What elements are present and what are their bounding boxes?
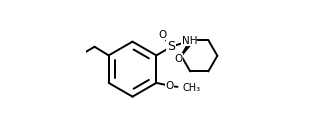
Text: O: O <box>165 81 174 91</box>
Text: CH₃: CH₃ <box>182 83 200 93</box>
Text: O: O <box>174 54 182 63</box>
Text: NH: NH <box>181 36 197 46</box>
Text: O: O <box>158 30 167 40</box>
Text: S: S <box>167 40 175 53</box>
